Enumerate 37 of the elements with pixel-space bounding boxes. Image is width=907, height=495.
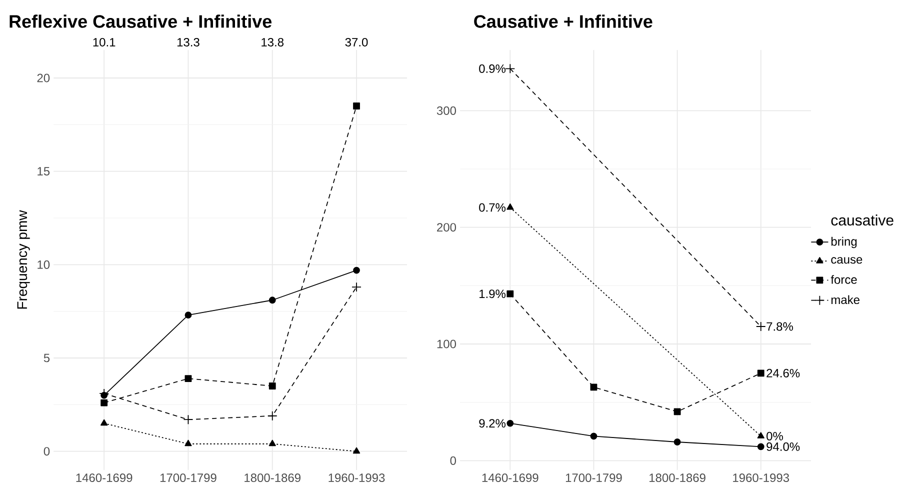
y-tick-label: 100 bbox=[437, 340, 456, 348]
y-tick-label: 10 bbox=[38, 260, 50, 269]
annotation: 9.2% bbox=[479, 419, 506, 428]
y-axis-title: Frequency pmw bbox=[17, 210, 30, 309]
x-tick-label: 1460-1699 bbox=[76, 474, 132, 482]
y-tick-label: 20 bbox=[37, 74, 50, 82]
x-tick-label: 1460-1699 bbox=[482, 474, 538, 482]
annotation: 0% bbox=[766, 432, 783, 440]
x-tick-label: 1960-1993 bbox=[328, 474, 385, 482]
annotation: 94.0% bbox=[766, 442, 800, 451]
y-tick-label: 300 bbox=[436, 106, 456, 115]
text: 37.0 bbox=[345, 38, 368, 46]
text: 10.1 bbox=[93, 38, 116, 46]
annotation: 0.9% bbox=[479, 64, 506, 73]
y-tick-label: 0 bbox=[450, 456, 456, 465]
y-tick-label: 0 bbox=[44, 447, 50, 456]
chart-title: Reflexive Causative + Infinitive bbox=[10, 14, 272, 28]
y-tick-label: 5 bbox=[44, 354, 50, 362]
x-tick-label: 1800-1869 bbox=[244, 474, 300, 482]
annotation: 1.9% bbox=[480, 290, 506, 298]
x-tick-label: 1800-1869 bbox=[650, 474, 706, 482]
y-tick-label: 15 bbox=[38, 167, 50, 176]
text: 13.8 bbox=[262, 38, 284, 46]
y-tick-label: 200 bbox=[437, 223, 456, 232]
text: 13.3 bbox=[177, 38, 200, 46]
chart-title: Causative + Infinitive bbox=[474, 14, 652, 28]
annotation: 24.6% bbox=[766, 368, 800, 378]
legend-title: causative bbox=[831, 214, 894, 226]
legend-label: make bbox=[831, 295, 860, 304]
x-tick-label: 1700-1799 bbox=[566, 474, 622, 482]
legend-label: cause bbox=[831, 257, 862, 264]
legend-label: bring bbox=[831, 236, 857, 248]
annotation: 7.8% bbox=[766, 322, 793, 331]
x-tick-label: 1960-1993 bbox=[733, 474, 790, 482]
annotation: 0.7% bbox=[479, 203, 506, 212]
x-tick-label: 1700-1799 bbox=[160, 474, 216, 482]
legend-label: force bbox=[830, 275, 857, 284]
